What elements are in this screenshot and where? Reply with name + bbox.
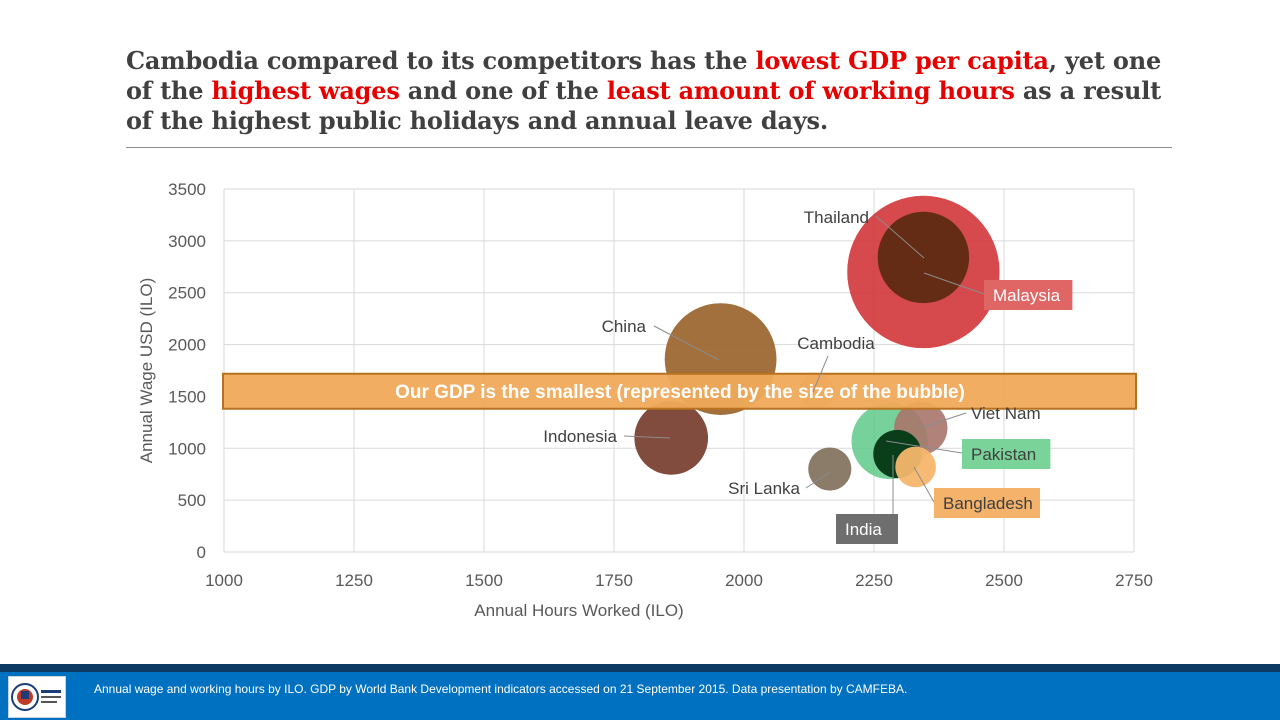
bubble-label-indonesia: Indonesia (543, 427, 617, 446)
slide-headline: Cambodia compared to its competitors has… (126, 46, 1186, 136)
bubble-bangladesh (895, 446, 936, 488)
bubble-label-sri-lanka: Sri Lanka (728, 479, 800, 498)
x-tick-label: 2750 (1115, 571, 1153, 590)
x-tick-label: 2250 (855, 571, 893, 590)
camfeba-logo-icon (8, 676, 66, 718)
headline-part-1: Cambodia compared to its competitors has… (126, 46, 756, 75)
bubble-label-india: India (845, 520, 882, 539)
y-tick-label: 1000 (168, 439, 206, 458)
headline-divider (126, 147, 1172, 148)
bubble-chart: 1000 1250 1500 1750 2000 2250 2500 2750 0 500 1000… (137, 180, 1153, 620)
x-tick-label: 2500 (985, 571, 1023, 590)
headline-part-4: as a result of the highest public holida… (126, 76, 1162, 135)
label-box-pakistan (962, 439, 1051, 469)
headline-highlight-hours: least amount of working hours (606, 76, 1015, 105)
footer-band (0, 664, 1280, 672)
y-tick-label: 500 (178, 491, 206, 510)
leader-line-pakistan (885, 440, 963, 454)
label-box-bangladesh (934, 488, 1040, 518)
x-axis-title: Annual Hours Worked (ILO) (474, 601, 683, 620)
bubble-label-china: China (602, 317, 647, 336)
headline-part-2: , yet one of the (126, 46, 1162, 105)
annotation-band (222, 372, 1137, 410)
y-tick-label: 2500 (168, 284, 206, 303)
headline-highlight-wages: highest wages (211, 76, 400, 105)
bubble-label-bangladesh: Bangladesh (943, 494, 1033, 513)
x-tick-label: 1750 (595, 571, 633, 590)
leader-line-cambodia (812, 355, 829, 393)
label-box-india (836, 514, 898, 544)
y-tick-label: 3500 (168, 180, 206, 199)
bubble-label-thailand: Thailand (804, 208, 869, 227)
bubble-label-pakistan: Pakistan (971, 445, 1036, 464)
footer-bar: Annual wage and working hours by ILO. GD… (0, 672, 1280, 720)
leader-line-bangladesh (913, 466, 935, 503)
leader-line-viet-nam (919, 412, 967, 429)
bubble-label-cambodia: Cambodia (797, 334, 875, 353)
y-tick-label: 2000 (168, 336, 206, 355)
leader-line-indonesia (623, 435, 671, 439)
bubble-sri-lanka (808, 447, 852, 491)
annotation-text: Our GDP is the smallest (represented by … (395, 382, 965, 403)
bubble-label-malaysia: Malaysia (993, 286, 1061, 305)
y-tick-label: 0 (197, 543, 206, 562)
label-box-malaysia (984, 280, 1073, 310)
y-tick-label: 3000 (168, 232, 206, 251)
x-tick-label: 1000 (205, 571, 243, 590)
x-tick-label: 1250 (335, 571, 373, 590)
bubble-indonesia (634, 401, 709, 475)
y-tick-label: 1500 (168, 387, 206, 406)
x-tick-label: 2000 (725, 571, 763, 590)
headline-highlight-gdp: lowest GDP per capita (755, 46, 1049, 75)
leader-line-malaysia (923, 272, 985, 295)
leader-line-china (653, 325, 720, 361)
leader-line-sri-lanka (805, 471, 831, 489)
footer-source-note: Annual wage and working hours by ILO. GD… (94, 682, 908, 696)
x-tick-label: 1500 (465, 571, 503, 590)
y-axis-title: Annual Wage USD (ILO) (137, 278, 156, 464)
headline-part-3: and one of the (399, 76, 607, 105)
leader-line-thailand (875, 215, 925, 259)
bubble-label-viet-nam: Viet Nam (971, 404, 1041, 423)
